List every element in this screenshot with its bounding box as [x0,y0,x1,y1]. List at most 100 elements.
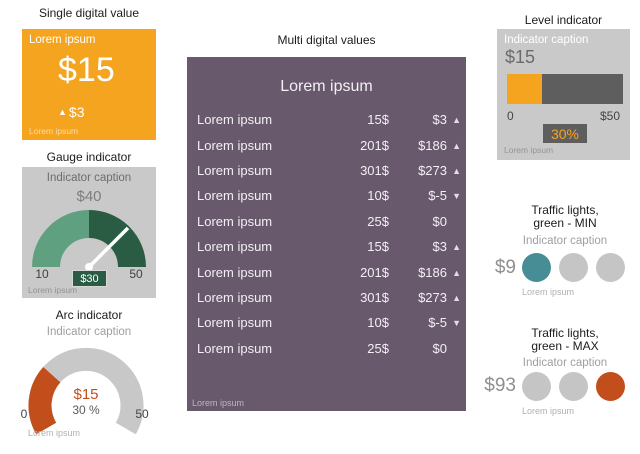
row-delta-value: $273 [418,289,447,305]
traffic-light-red [596,372,625,401]
row-value: 10$ [367,188,389,204]
traffic-light-off [522,372,551,401]
row-value: 25$ [367,213,389,229]
widget-note: Lorem ipsum [28,285,78,295]
gauge-pointer-value: $30 [72,270,107,287]
widget-note: Lorem ipsum [28,428,81,438]
trend-arrow-icon: ▼ [452,318,461,329]
row-label: Lorem ipsum [197,112,273,128]
row-label: Lorem ipsum [197,188,273,204]
traffic-max-title-line2: green - MAX [531,339,599,353]
row-value: 301$ [360,162,389,178]
row-delta: $273 ▲ [389,163,461,178]
gauge-indicator-title: Gauge indicator [46,150,132,164]
row-delta-value: $3 [432,112,447,128]
widget-note: Lorem ipsum [192,398,245,408]
single-digital-value-title: Single digital value [38,6,140,20]
row-delta: $-5 ▼ [389,315,461,330]
row-delta: $-5 ▼ [389,188,461,203]
widget-note: Lorem ipsum [522,406,575,416]
widget-caption: Lorem ipsum [29,34,96,46]
trend-arrow-icon: ▲ [452,140,461,151]
widget-note: Lorem ipsum [504,145,554,155]
traffic-min-title-line2: green - MIN [533,216,597,230]
traffic-min-lights[interactable] [522,253,625,282]
trend-arrow-icon: ▲ [452,292,461,303]
level-value: $15 [505,47,536,67]
row-value: 301$ [360,289,389,305]
row-value: 201$ [360,264,389,280]
level-indicator-widget[interactable]: Indicator caption $15 0 $50 30% Lorem ip… [497,29,630,160]
widget-caption: Indicator caption [522,235,608,247]
row-label: Lorem ipsum [197,137,273,153]
table-row: Lorem ipsum 15$ $3 ▲ [197,107,461,132]
widget-caption: Indicator caption [46,172,132,184]
row-delta: $186 ▲ [389,265,461,280]
table-row: Lorem ipsum 25$ $0 [197,209,461,234]
table-body: Lorem ipsum 15$ $3 ▲ Lorem ipsum 201$ $186 ▲ L… [197,107,461,361]
traffic-max-lights[interactable] [522,372,625,401]
gauge-needle [87,226,130,269]
widget-note: Lorem ipsum [522,287,575,297]
row-delta-value: $186 [418,137,447,153]
gauge-needle-hub [85,263,93,271]
row-delta: $273 ▲ [389,290,461,305]
arc-dial[interactable] [20,342,152,438]
table-header: Lorem ipsum [280,78,373,95]
kpi-value: $15 [58,51,115,89]
row-label: Lorem ipsum [197,162,273,178]
gauge-indicator-widget[interactable]: Indicator caption $40 10 50 $30 Lorem ip… [22,167,156,298]
row-delta-value: $-5 [428,188,447,204]
widget-note: Lorem ipsum [29,126,79,136]
traffic-light-off [559,253,588,282]
row-delta-value: $3 [432,239,447,255]
row-delta-value: $273 [418,162,447,178]
multi-digital-values-title: Multi digital values [277,33,376,47]
row-label: Lorem ipsum [197,340,273,356]
widget-caption: Indicator caption [46,326,132,338]
row-delta: $0 [389,341,461,356]
row-delta: $3 ▲ [389,112,461,127]
multi-digital-values-widget[interactable]: Lorem ipsum Lorem ipsum 15$ $3 ▲ Lorem ipsu… [187,57,466,411]
traffic-light-off [596,253,625,282]
row-delta: $0 [389,214,461,229]
traffic-max-value: $93 [484,375,516,396]
table-row: Lorem ipsum 201$ $186 ▲ [197,259,461,284]
gauge-max-label: 50 [129,267,143,281]
widget-caption: Indicator caption [522,357,608,369]
level-percent-badge: 30% [543,124,587,143]
level-indicator-title: Level indicator [524,13,603,27]
row-delta: $186 ▲ [389,138,461,153]
row-delta-value: $0 [432,213,447,229]
table-row: Lorem ipsum 301$ $273 ▲ [197,285,461,310]
trend-arrow-icon: ▲ [452,242,461,253]
row-value: 25$ [367,340,389,356]
row-delta-value: $-5 [428,315,447,331]
row-value: 15$ [367,112,389,128]
row-delta-value: $186 [418,264,447,280]
trend-arrow-icon: ▲ [452,267,461,278]
row-value: 15$ [367,239,389,255]
trend-arrow-icon: ▲ [452,165,461,176]
gauge-dial [32,210,146,271]
traffic-min-title-line1: Traffic lights, [531,203,599,217]
arc-value: $15 [73,386,99,403]
row-label: Lorem ipsum [197,289,273,305]
single-digital-value-widget[interactable]: Lorem ipsum $15 ▲ $3 Lorem ipsum [22,29,156,140]
row-value: 10$ [367,315,389,331]
arc-min-label: 0 [20,407,28,421]
row-delta-value: $0 [432,340,447,356]
level-max-label: $50 [599,109,620,123]
widget-caption: Indicator caption [504,34,589,46]
row-label: Lorem ipsum [197,315,273,331]
table-row: Lorem ipsum 10$ $-5 ▼ [197,183,461,208]
level-bar-track [507,74,623,104]
kpi-delta: ▲ $3 [58,105,85,119]
trend-arrow-icon: ▼ [452,191,461,202]
arc-percent: 30 % [72,403,100,417]
gauge-value: $40 [76,188,102,205]
table-row: Lorem ipsum 15$ $3 ▲ [197,234,461,259]
traffic-min-value: $9 [494,257,516,278]
traffic-light-off [559,372,588,401]
